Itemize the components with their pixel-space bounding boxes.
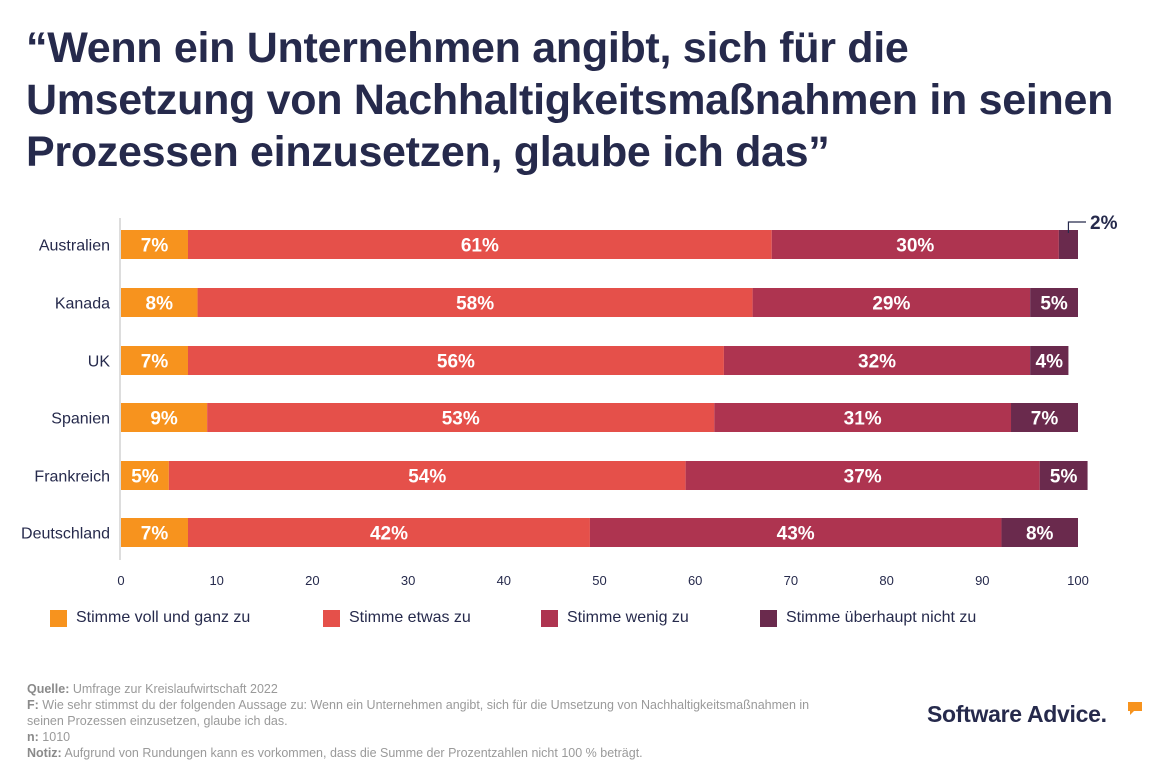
software-advice-logo: Software Advice. [927,701,1107,727]
stacked-bar-chart: Australien Kanada UK Spanien Frankreich Deuts… [21,213,1118,588]
bar-segment [121,230,188,259]
x-tick-label: 50 [592,573,606,588]
x-tick-label: 70 [784,573,798,588]
bar-segment [207,403,715,432]
bar-segment [121,461,169,490]
bar-segment [1030,346,1069,375]
data-label: 37% [844,467,882,488]
data-label: 5% [131,467,159,488]
data-label: 7% [141,524,169,545]
bar-segment [1011,403,1078,432]
data-label: 53% [442,409,480,430]
data-label: 8% [1026,524,1054,545]
data-label: 7% [1031,409,1059,430]
footnote-source: Quelle: Umfrage zur Kreislaufwirtschaft … [27,682,278,696]
category-label-spanien: Spanien [51,411,110,428]
legend-item-nicht: Stimme überhaupt nicht zu [760,609,976,627]
legend-label-voll: Stimme voll und ganz zu [76,609,251,626]
data-label: 56% [437,352,475,373]
bar-segment [723,346,1031,375]
category-label-uk: UK [88,354,111,371]
legend-item-wenig: Stimme wenig zu [541,609,689,627]
category-label-frankreich: Frankreich [34,469,110,486]
bar-segment [121,346,188,375]
speech-bubble-icon [1128,702,1142,715]
bar-segment [771,230,1059,259]
legend-label-nicht: Stimme überhaupt nicht zu [786,609,977,626]
x-tick-label: 20 [305,573,319,588]
footnote-note: Notiz: Aufgrund von Rundungen kann es vo… [27,746,643,760]
bar-segment [197,288,753,317]
bar-segment [121,288,198,317]
bar-segment [121,518,188,547]
label-leader-line [1067,221,1086,233]
bar-segment [589,518,1002,547]
x-tick-label: 80 [879,573,893,588]
bar-segment [1039,461,1088,490]
data-label: 58% [456,294,494,315]
data-label: 31% [844,409,882,430]
x-tick-label: 0 [117,573,124,588]
bar-segment [121,403,208,432]
data-label: 61% [461,236,499,257]
legend-label-etwas: Stimme etwas zu [349,609,471,626]
data-label: 5% [1040,294,1068,315]
legend-item-voll: Stimme voll und ganz zu [50,609,250,627]
x-tick-label: 30 [401,573,415,588]
footnote-n: n: 1010 [27,730,71,744]
category-label-australien: Australien [39,238,110,255]
x-tick-label: 10 [209,573,223,588]
data-label: 42% [370,524,408,545]
bar-segment [187,518,590,547]
x-tick-label: 40 [497,573,511,588]
data-label: 29% [872,294,910,315]
bar-segment [714,403,1012,432]
legend-swatch-voll [50,609,67,627]
bar-segment [168,461,686,490]
data-label: 30% [896,236,934,257]
legend: Stimme voll und ganz zu Stimme etwas zu … [0,609,1164,633]
bar-segment [752,288,1031,317]
legend-swatch-etwas [323,609,340,627]
x-tick-label: 90 [975,573,989,588]
data-label: 32% [858,352,896,373]
footnote-question: F: Wie sehr stimmst du der folgenden Aus… [27,698,810,728]
data-label: 5% [1050,467,1078,488]
legend-label-wenig: Stimme wenig zu [567,609,689,626]
bar-segment [1030,288,1078,317]
data-label: 9% [150,409,178,430]
chart-title: “Wenn ein Unternehmen angibt, sich für d… [26,24,1114,176]
bar-segment [685,461,1040,490]
data-label: 8% [146,294,174,315]
data-label: 4% [1036,352,1064,373]
x-tick-label: 100 [1067,573,1089,588]
x-tick-label: 60 [688,573,702,588]
data-label: 54% [408,467,446,488]
category-label-kanada: Kanada [55,296,110,313]
data-label: 7% [141,352,169,373]
bar-segment [187,230,772,259]
data-label: 43% [777,524,815,545]
data-label: 7% [141,236,169,257]
legend-item-etwas: Stimme etwas zu [323,609,471,627]
bar-segment [1058,230,1078,259]
footnotes: Quelle: Umfrage zur Kreislaufwirtschaft … [27,681,847,761]
category-label-deutschland: Deutschland [21,526,110,543]
legend-swatch-nicht [760,609,777,627]
bar-segment [187,346,724,375]
legend-swatch-wenig [541,609,558,627]
data-label: 2% [1090,213,1118,234]
bar-segment [1001,518,1078,547]
